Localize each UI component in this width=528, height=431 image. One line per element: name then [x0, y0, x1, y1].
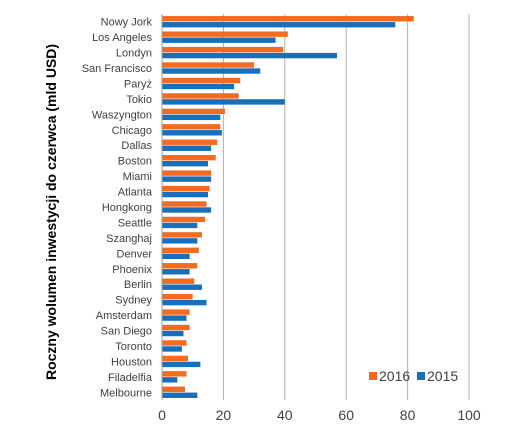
category-label: Phoenix: [112, 264, 152, 276]
bar-2016-5: [162, 93, 239, 99]
gridlines: [222, 14, 470, 400]
category-label: Los Angeles: [92, 32, 152, 44]
bar-2016-1: [162, 31, 288, 37]
y-axis-title: Roczny wolumen inwestycji do czerwca (ml…: [43, 44, 59, 380]
bar-2016-10: [162, 170, 212, 176]
bar-2016-4: [162, 77, 241, 84]
bar-2015-4: [162, 83, 235, 90]
bars: [162, 16, 414, 398]
x-tick-label: 0: [158, 407, 166, 423]
bar-2016-17: [162, 278, 195, 284]
category-label: Waszyngton: [92, 109, 152, 121]
bar-2015-12: [162, 207, 212, 213]
category-label: Filadelfia: [108, 372, 153, 384]
category-label: San Diego: [101, 326, 152, 338]
bar-2015-8: [162, 145, 212, 151]
x-tick-label: 20: [216, 407, 232, 423]
bar-2016-16: [162, 263, 198, 269]
bar-2015-10: [162, 176, 212, 182]
x-tick-label: 60: [338, 407, 354, 423]
category-labels: Nowy Jork Los Angeles Londyn San Francisco P…: [82, 17, 153, 400]
bar-2015-17: [162, 284, 202, 290]
bar-2016-9: [162, 154, 216, 161]
bar-2015-2: [162, 52, 337, 59]
category-label: Denver: [117, 248, 153, 260]
bar-2016-21: [162, 340, 187, 346]
bar-2016-6: [162, 108, 225, 115]
bar-2016-13: [162, 216, 205, 223]
bar-2015-1: [162, 37, 276, 43]
category-label: Miami: [123, 171, 152, 183]
category-label: San Francisco: [82, 63, 152, 75]
bar-2016-14: [162, 232, 202, 238]
category-label: Szanghaj: [106, 233, 152, 245]
category-label: Melbourne: [100, 387, 152, 399]
category-label: Boston: [118, 156, 152, 168]
bar-2015-16: [162, 269, 190, 275]
category-label: Seattle: [118, 217, 152, 229]
x-tick-label: 100: [457, 407, 481, 423]
category-label: Nowy Jork: [101, 17, 153, 29]
bar-2015-0: [162, 22, 396, 28]
bar-2015-7: [162, 130, 222, 136]
category-label: Houston: [111, 356, 152, 368]
category-label: Dallas: [121, 140, 152, 152]
bar-2016-18: [162, 293, 193, 300]
bar-2016-24: [162, 386, 186, 392]
bar-2015-13: [162, 222, 198, 229]
category-label: Tokio: [126, 94, 152, 106]
bar-2016-3: [162, 62, 255, 68]
bar-2015-5: [162, 99, 285, 105]
bar-2015-24: [162, 392, 198, 398]
category-label: Londyn: [116, 48, 152, 60]
x-tick-label: 80: [400, 407, 416, 423]
bar-2015-22: [162, 361, 201, 368]
bar-2015-19: [162, 315, 187, 321]
x-tick-label: 40: [277, 407, 293, 423]
bar-2016-15: [162, 247, 199, 254]
bar-2015-9: [162, 160, 209, 167]
bar-2015-20: [162, 330, 184, 337]
bar-2015-3: [162, 68, 261, 74]
category-label: Amsterdam: [96, 310, 152, 322]
category-label: Hongkong: [102, 202, 152, 214]
bar-2016-2: [162, 46, 284, 53]
bar-2016-22: [162, 355, 189, 362]
bar-2016-23: [162, 371, 187, 377]
category-label: Berlin: [124, 279, 152, 291]
bar-2016-20: [162, 324, 190, 331]
bar-2016-7: [162, 124, 221, 130]
category-label: Paryż: [124, 78, 152, 90]
category-label: Chicago: [112, 125, 152, 137]
legend: 2016 2015: [369, 368, 458, 384]
bar-2015-15: [162, 253, 190, 260]
bar-2015-21: [162, 346, 182, 352]
legend-swatch-2015: [417, 372, 425, 380]
legend-label-2015: 2015: [427, 368, 458, 384]
bar-2016-0: [162, 16, 414, 22]
bar-2016-12: [162, 201, 207, 207]
bar-2015-6: [162, 114, 221, 121]
bar-2015-11: [162, 191, 209, 198]
bar-2015-14: [162, 238, 198, 244]
category-label: Sydney: [115, 295, 152, 307]
bar-2016-19: [162, 309, 190, 315]
bar-2015-23: [162, 377, 178, 383]
legend-swatch-2016: [369, 372, 377, 380]
category-label: Atlanta: [118, 187, 153, 199]
bar-2016-11: [162, 185, 210, 192]
x-tick-labels: 0 20 40 60 80 100: [158, 407, 481, 423]
bar-2015-18: [162, 299, 207, 306]
legend-label-2016: 2016: [379, 368, 410, 384]
bar-2016-8: [162, 139, 218, 145]
category-label: Toronto: [115, 341, 152, 353]
